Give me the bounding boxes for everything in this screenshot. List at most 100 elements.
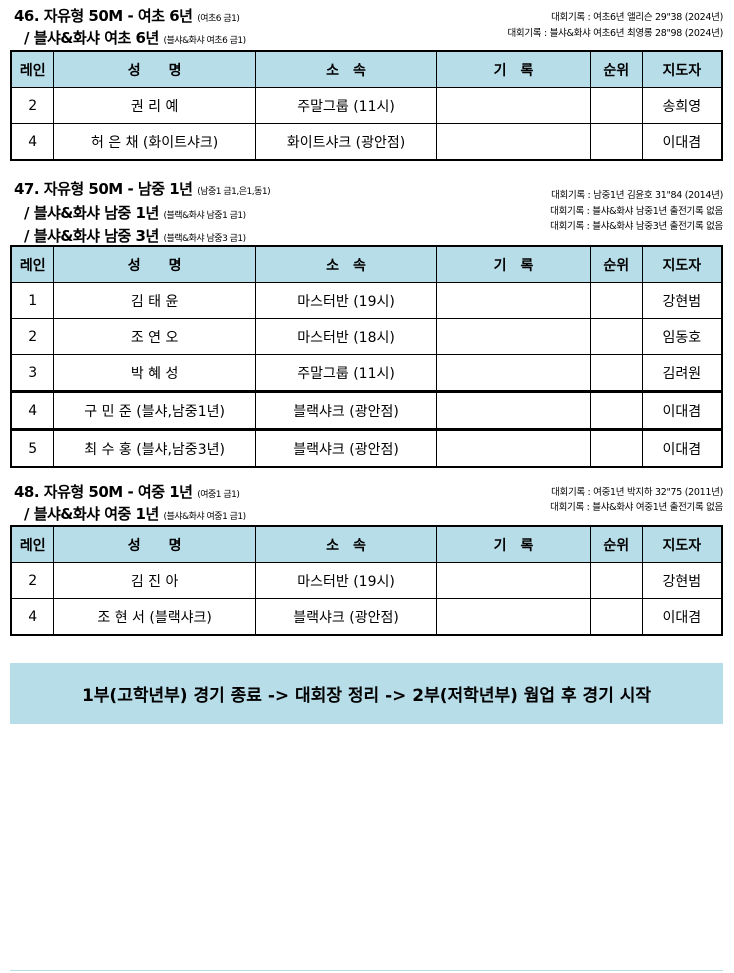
cell-team: 화이트샤크 (광안점) (254, 123, 438, 161)
cell-coach: 김려원 (641, 354, 723, 392)
event-subtitle: / 블샤&화샤 남중 1년 (블랙&화샤 남중1 금1) (24, 204, 246, 222)
column-header: 순위 (589, 50, 643, 88)
cell-lane: 2 (10, 318, 55, 355)
cell-record (436, 318, 591, 355)
cell-lane: 4 (10, 123, 55, 161)
cell-rank (589, 562, 643, 599)
column-header: 기 록 (436, 245, 591, 283)
cell-lane: 4 (10, 598, 55, 636)
cell-coach: 이대겸 (641, 428, 723, 468)
column-header: 순위 (589, 525, 643, 563)
cell-rank (589, 87, 643, 124)
cell-name: 김 태 윤 (53, 282, 256, 319)
cell-name: 조 현 서 (블랙샤크) (53, 598, 256, 636)
column-header: 지도자 (641, 525, 723, 563)
column-header: 소 속 (254, 245, 438, 283)
cell-record (436, 428, 591, 468)
event-title: 47. 자유형 50M - 남중 1년 (남중1 금1,은1,동1) (14, 180, 271, 198)
event-subtitle: / 블샤&화샤 여초 6년 (블샤&화샤 여초6 금1) (24, 29, 246, 47)
cell-record (436, 390, 591, 430)
cell-record (436, 282, 591, 319)
cell-rank (589, 354, 643, 392)
column-header: 기 록 (436, 525, 591, 563)
cell-coach: 임동호 (641, 318, 723, 355)
column-header: 성 명 (53, 245, 256, 283)
cell-coach: 이대겸 (641, 598, 723, 636)
column-header: 성 명 (53, 50, 256, 88)
meet-record: 대회기록 : 남중1년 김윤호 31"84 (2014년) (551, 190, 723, 201)
meet-record: 대회기록 : 블샤&화샤 여초6년 최영롱 28"98 (2024년) (507, 28, 723, 39)
cell-rank (589, 428, 643, 468)
cell-coach: 송희영 (641, 87, 723, 124)
cell-rank (589, 390, 643, 430)
cell-record (436, 598, 591, 636)
cell-team: 주말그룹 (11시) (254, 87, 438, 124)
column-header: 레인 (10, 525, 55, 563)
cell-name: 김 진 아 (53, 562, 256, 599)
cell-name: 박 혜 성 (53, 354, 256, 392)
cell-lane: 2 (10, 87, 55, 124)
cell-coach: 강현범 (641, 282, 723, 319)
divider (10, 970, 723, 971)
cell-lane: 3 (10, 354, 55, 392)
cell-lane: 5 (10, 428, 55, 468)
column-header: 소 속 (254, 525, 438, 563)
event-subtitle: / 블샤&화샤 남중 3년 (블랙&화샤 남중3 금1) (24, 227, 246, 245)
cell-name: 조 연 오 (53, 318, 256, 355)
column-header: 레인 (10, 50, 55, 88)
cell-team: 주말그룹 (11시) (254, 354, 438, 392)
cell-record (436, 87, 591, 124)
cell-team: 블랙샤크 (광안점) (254, 390, 438, 430)
meet-record: 대회기록 : 여중1년 박지하 32"75 (2011년) (551, 487, 723, 498)
cell-coach: 이대겸 (641, 390, 723, 430)
column-header: 레인 (10, 245, 55, 283)
meet-record: 대회기록 : 블샤&화샤 남중3년 출전기록 없음 (550, 221, 723, 232)
cell-name: 권 리 예 (53, 87, 256, 124)
cell-team: 블랙샤크 (광안점) (254, 598, 438, 636)
cell-rank (589, 318, 643, 355)
cell-team: 블랙샤크 (광안점) (254, 428, 438, 468)
cell-name: 허 은 채 (화이트샤크) (53, 123, 256, 161)
cell-team: 마스터반 (19시) (254, 562, 438, 599)
event-title: 48. 자유형 50M - 여중 1년 (여중1 금1) (14, 483, 240, 501)
cell-team: 마스터반 (18시) (254, 318, 438, 355)
cell-team: 마스터반 (19시) (254, 282, 438, 319)
cell-name: 구 민 준 (블샤,남중1년) (53, 390, 256, 430)
column-header: 지도자 (641, 50, 723, 88)
cell-name: 최 수 홍 (블샤,남중3년) (53, 428, 256, 468)
column-header: 지도자 (641, 245, 723, 283)
cell-record (436, 123, 591, 161)
cell-record (436, 562, 591, 599)
cell-lane: 2 (10, 562, 55, 599)
column-header: 순위 (589, 245, 643, 283)
meet-record: 대회기록 : 여초6년 앨리슨 29"38 (2024년) (551, 12, 723, 23)
column-header: 기 록 (436, 50, 591, 88)
meet-record: 대회기록 : 블샤&화샤 여중1년 출전기록 없음 (550, 502, 723, 513)
event-subtitle: / 블샤&화샤 여중 1년 (블샤&화샤 여중1 금1) (24, 505, 246, 523)
schedule-banner: 1부(고학년부) 경기 종료 -> 대회장 정리 -> 2부(저학년부) 웜업 … (10, 663, 723, 724)
column-header: 소 속 (254, 50, 438, 88)
cell-rank (589, 282, 643, 319)
meet-record: 대회기록 : 블샤&화샤 남중1년 출전기록 없음 (550, 206, 723, 217)
cell-record (436, 354, 591, 392)
cell-rank (589, 123, 643, 161)
event-title: 46. 자유형 50M - 여초 6년 (여초6 금1) (14, 7, 240, 25)
cell-coach: 이대겸 (641, 123, 723, 161)
cell-coach: 강현범 (641, 562, 723, 599)
cell-rank (589, 598, 643, 636)
